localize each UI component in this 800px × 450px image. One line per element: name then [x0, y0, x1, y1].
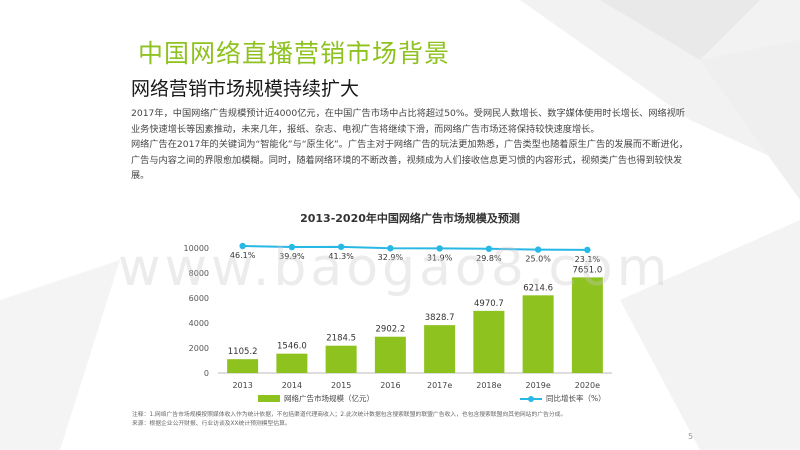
x-tick-label: 2020e	[575, 381, 600, 390]
y-tick-label: 4000	[189, 319, 209, 328]
x-tick-label: 2017e	[427, 381, 452, 390]
x-tick-label: 2016	[380, 381, 400, 390]
bar-data-label: 3828.7	[425, 313, 455, 323]
y-tick-label: 0	[204, 369, 209, 378]
bar	[522, 295, 554, 373]
legend-line-label: 同比增长率（%）	[546, 394, 606, 403]
bar-data-label: 7651.0	[573, 265, 603, 275]
paragraph-2: 网络广告在2017年的关键词为“智能化”与“原生化”。广告主对于网络广告的玩法更…	[131, 139, 688, 181]
page-subtitle: 网络营销市场规模持续扩大	[131, 78, 360, 100]
bar-data-label: 2184.5	[326, 334, 356, 344]
legend-bar-label: 网络广告市场规模（亿元）	[284, 394, 374, 403]
growth-rate-point	[337, 243, 345, 251]
y-tick-label: 6000	[189, 294, 209, 303]
bar-data-label: 1105.2	[228, 347, 258, 357]
y-tick-label: 2000	[189, 344, 209, 353]
bar	[473, 310, 505, 373]
growth-rate-label: 32.9%	[378, 253, 404, 262]
legend-line: 同比增长率（%）	[520, 393, 606, 404]
page-number: 5	[688, 432, 694, 441]
growth-rate-point	[288, 243, 296, 251]
watermark: www.baogao8.com	[118, 238, 672, 298]
growth-rate-label: 25.0%	[525, 255, 551, 264]
growth-rate-label: 29.8%	[476, 254, 502, 263]
x-tick-label: 2015	[331, 381, 351, 390]
legend-bar-swatch	[258, 395, 280, 402]
bar-data-label: 6214.6	[523, 283, 553, 293]
growth-rate-line	[242, 245, 588, 251]
bar-data-label: 2902.2	[376, 325, 406, 335]
chart-title: 2013-2020年中国网络广告市场规模及预测	[300, 212, 520, 225]
growth-rate-label: 31.9%	[427, 253, 453, 262]
bar-data-label: 4970.7	[474, 299, 504, 309]
growth-rate-label: 39.9%	[279, 252, 305, 261]
growth-rate-point	[387, 245, 394, 252]
y-tick-label: 10000	[184, 244, 209, 253]
growth-rate-point	[485, 245, 493, 252]
note-2: 来源：根据企业公开财报、行业访谈及XX统计预测模型估算。	[132, 420, 291, 427]
bar	[424, 325, 456, 373]
growth-rate-point	[436, 245, 443, 252]
page-title: 中国网络直播营销市场背景	[138, 39, 451, 68]
growth-rate-point	[584, 246, 591, 254]
bar	[227, 359, 259, 373]
bar-data-label: 1546.0	[277, 342, 307, 352]
body-text: 2017年，中国网络广告规模预计近4000亿元，在中国广告市场中占比将超过50%…	[131, 106, 691, 184]
growth-rate-label: 23.1%	[575, 255, 601, 264]
bar	[325, 345, 357, 373]
growth-rate-label: 46.1%	[230, 251, 256, 260]
growth-rate-label: 41.3%	[328, 252, 354, 261]
x-tick-label: 2019e	[525, 381, 550, 390]
growth-rate-point	[239, 242, 246, 250]
growth-rate-point	[534, 246, 542, 253]
paragraph-1: 2017年，中国网络广告规模预计近4000亿元，在中国广告市场中占比将超过50%…	[131, 108, 686, 135]
bar	[276, 353, 308, 373]
note-1: 注释：1.网络广告市场规模按照媒体收入作为统计依据，不包括渠道代理商收入；2.此…	[132, 412, 567, 418]
legend-line-swatch	[520, 395, 542, 402]
bar	[374, 336, 406, 373]
y-tick-label: 8000	[189, 269, 209, 278]
x-tick-label: 2018e	[476, 381, 501, 390]
bar	[571, 277, 603, 373]
legend-bar: 网络广告市场规模（亿元）	[258, 393, 374, 404]
chart-notes: 注释：1.网络广告市场规模按照媒体收入作为统计依据，不包括渠道代理商收入；2.此…	[132, 411, 692, 428]
x-tick-label: 2013	[232, 381, 252, 390]
x-tick-label: 2014	[282, 381, 302, 390]
